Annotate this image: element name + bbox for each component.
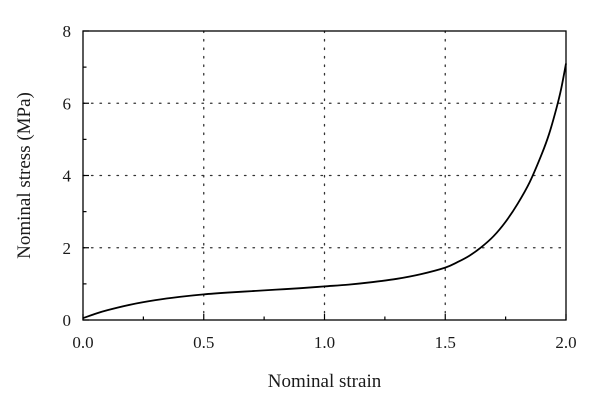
y-tick-label: 6 [63,94,72,113]
y-tick-label: 4 [63,167,72,186]
x-axis-title: Nominal strain [268,371,382,392]
series-layer [82,63,567,320]
y-axis-title: Nominal stress (MPa) [14,92,35,259]
grid-lines [82,30,567,321]
y-tick-label: 0 [63,311,72,330]
y-tick-labels: 0 2 4 6 8 [63,22,72,330]
y-tick-label: 8 [63,22,72,41]
x-tick-label: 1.5 [435,333,456,352]
x-tick-labels: 0.0 0.5 1.0 1.5 2.0 [72,333,576,352]
x-tick-label: 0.0 [72,333,93,352]
tick-marks [82,30,567,321]
series-line-0 [82,63,567,320]
x-tick-label: 0.5 [193,333,214,352]
y-tick-label: 2 [63,239,72,258]
x-tick-label: 2.0 [555,333,576,352]
x-tick-label: 1.0 [314,333,335,352]
